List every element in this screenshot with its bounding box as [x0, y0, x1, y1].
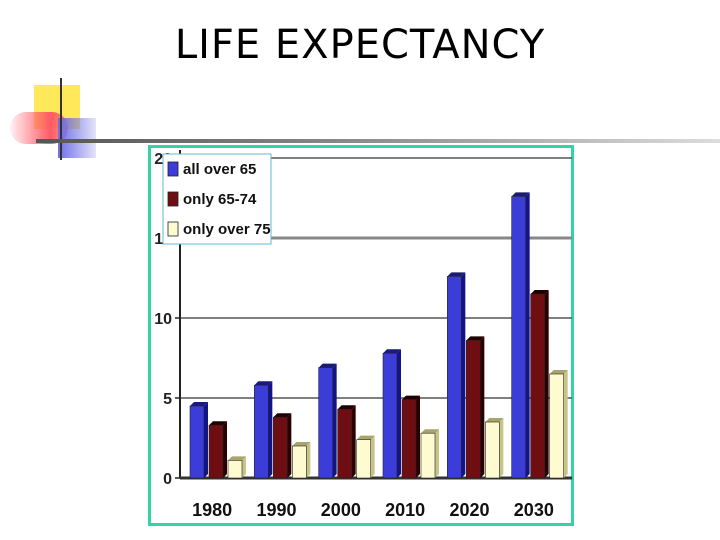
bar-top	[228, 456, 246, 461]
bar-top	[356, 435, 375, 440]
bar-top	[530, 290, 549, 294]
bar-only-over-75-1980	[227, 460, 243, 479]
bar-only-65-74-2000	[337, 408, 352, 479]
bar-side	[397, 349, 401, 478]
bar-top	[318, 363, 337, 368]
x-tick-label: 2010	[385, 500, 425, 520]
legend-box	[162, 153, 272, 245]
bar-top	[254, 381, 273, 386]
bar-only-over-75-2030	[549, 373, 564, 479]
bar-top	[549, 370, 568, 374]
slide-title: LIFE EXPECTANCY	[174, 22, 546, 68]
x-tick-label: 2000	[321, 500, 361, 520]
bar-only-65-74-1990	[273, 416, 288, 479]
bar-top	[190, 402, 208, 406]
bar-only-65-74-2030	[530, 293, 545, 479]
bar-side	[306, 442, 311, 478]
bar-top	[421, 429, 439, 434]
bar-top	[337, 405, 356, 410]
legend-swatch	[167, 221, 179, 237]
bar-all-over-65-2020	[447, 276, 462, 479]
bar-side	[268, 381, 273, 478]
bar-all-over-65-2000	[318, 367, 333, 479]
bar-side	[525, 192, 530, 478]
bar-only-over-75-1990	[292, 445, 307, 479]
bar-all-over-65-2010	[382, 352, 398, 479]
y-tick-label: 5	[163, 391, 172, 408]
bar-top	[209, 421, 227, 426]
bar-side	[242, 456, 246, 478]
bar-side	[287, 413, 292, 478]
bar-side	[416, 395, 420, 478]
legend-label: only over 75	[183, 221, 271, 238]
bar-all-over-65-1980	[189, 405, 205, 479]
bar-side	[480, 336, 485, 478]
bar-top	[447, 272, 466, 277]
bar-side	[563, 370, 568, 478]
legend-label: only 65-74	[183, 191, 257, 208]
bar-only-65-74-2020	[466, 340, 481, 479]
bar-side	[351, 405, 356, 478]
bar-top	[292, 442, 311, 446]
bar-only-over-75-2000	[356, 439, 371, 479]
decorative-horizontal-line	[36, 139, 720, 143]
bar-side	[499, 418, 504, 478]
bar-side	[332, 363, 337, 478]
bar-all-over-65-2030	[511, 196, 526, 479]
x-tick-label: 2030	[514, 500, 554, 520]
legend-swatch	[167, 161, 179, 177]
bar-top	[383, 349, 401, 354]
bar-top	[511, 192, 530, 197]
bar-all-over-65-1990	[254, 384, 269, 479]
bar-side	[223, 421, 227, 478]
x-tick-label: 1990	[256, 500, 296, 520]
y-tick-label: 10	[154, 311, 172, 328]
y-tick-label: 0	[163, 471, 172, 488]
bar-only-65-74-2010	[401, 399, 417, 479]
bar-top	[402, 395, 420, 400]
bar-side	[435, 429, 439, 478]
decorative-square-blue	[58, 118, 96, 158]
bar-side	[461, 272, 466, 478]
bar-top	[485, 418, 504, 422]
bar-side	[204, 402, 208, 478]
x-tick-label: 1980	[192, 500, 232, 520]
legend-label: all over 65	[183, 161, 256, 178]
decorative-vertical-line	[60, 78, 62, 160]
bar-side	[370, 435, 375, 478]
bar-top	[273, 413, 292, 418]
bar-only-65-74-1980	[208, 424, 224, 479]
x-tick-label: 2020	[449, 500, 489, 520]
bar-side	[544, 290, 549, 478]
bar-only-over-75-2020	[485, 421, 500, 479]
bar-only-over-75-2010	[420, 432, 436, 479]
bar-top	[466, 336, 485, 341]
legend-swatch	[167, 191, 179, 207]
